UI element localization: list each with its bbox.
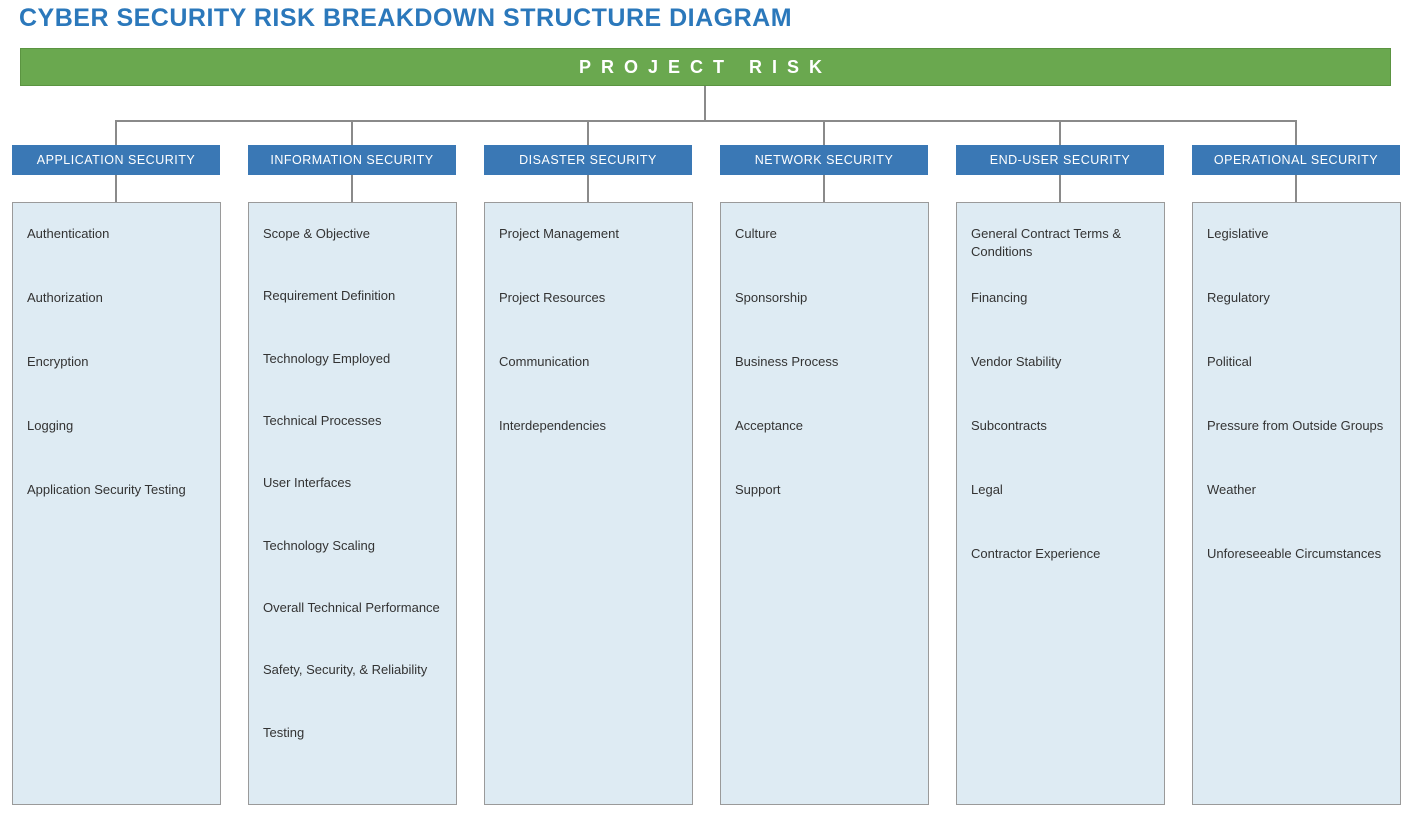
list-item: Technology Scaling — [263, 537, 442, 599]
category-header-information: INFORMATION SECURITY — [248, 145, 456, 175]
connector-cat-drop — [115, 120, 117, 145]
list-item: Business Process — [735, 353, 914, 417]
list-item: Authorization — [27, 289, 206, 353]
category-header-disaster: DISASTER SECURITY — [484, 145, 692, 175]
list-item: Project Resources — [499, 289, 678, 353]
list-item: Pressure from Outside Groups — [1207, 417, 1386, 481]
list-item: Regulatory — [1207, 289, 1386, 353]
connector-head-to-box — [1059, 175, 1061, 202]
connector-hbar — [115, 120, 1297, 122]
connector-root-drop — [704, 86, 706, 120]
list-item: Overall Technical Performance — [263, 599, 442, 661]
connector-head-to-box — [351, 175, 353, 202]
category-box-operational: LegislativeRegulatoryPoliticalPressure f… — [1192, 202, 1401, 805]
connector-cat-drop — [823, 120, 825, 145]
category-header-label: NETWORK SECURITY — [755, 153, 894, 167]
list-item: Testing — [263, 724, 442, 786]
list-item: Scope & Objective — [263, 225, 442, 287]
category-header-network: NETWORK SECURITY — [720, 145, 928, 175]
category-header-label: DISASTER SECURITY — [519, 153, 657, 167]
page-title: CYBER SECURITY RISK BREAKDOWN STRUCTURE … — [19, 4, 792, 33]
connector-cat-drop — [1059, 120, 1061, 145]
connector-head-to-box — [823, 175, 825, 202]
list-item: Requirement Definition — [263, 287, 442, 349]
list-item: Legal — [971, 481, 1150, 545]
connector-cat-drop — [587, 120, 589, 145]
list-item: User Interfaces — [263, 474, 442, 536]
category-header-application: APPLICATION SECURITY — [12, 145, 220, 175]
category-header-label: END-USER SECURITY — [990, 153, 1130, 167]
list-item: Technology Employed — [263, 350, 442, 412]
category-box-application: AuthenticationAuthorizationEncryptionLog… — [12, 202, 221, 805]
list-item: Project Management — [499, 225, 678, 289]
category-box-disaster: Project ManagementProject ResourcesCommu… — [484, 202, 693, 805]
list-item: Support — [735, 481, 914, 545]
category-box-network: CultureSponsorshipBusiness ProcessAccept… — [720, 202, 929, 805]
list-item: Financing — [971, 289, 1150, 353]
category-box-information: Scope & ObjectiveRequirement DefinitionT… — [248, 202, 457, 805]
list-item: Weather — [1207, 481, 1386, 545]
category-header-operational: OPERATIONAL SECURITY — [1192, 145, 1400, 175]
connector-head-to-box — [1295, 175, 1297, 202]
connector-cat-drop — [351, 120, 353, 145]
list-item: Safety, Security, & Reliability — [263, 661, 442, 723]
category-header-label: APPLICATION SECURITY — [37, 153, 195, 167]
list-item: General Contract Terms & Conditions — [971, 225, 1150, 289]
category-header-label: OPERATIONAL SECURITY — [1214, 153, 1378, 167]
list-item: Communication — [499, 353, 678, 417]
list-item: Contractor Experience — [971, 545, 1150, 609]
connector-cat-drop — [1295, 120, 1297, 145]
list-item: Interdependencies — [499, 417, 678, 481]
list-item: Authentication — [27, 225, 206, 289]
list-item: Logging — [27, 417, 206, 481]
list-item: Legislative — [1207, 225, 1386, 289]
list-item: Technical Processes — [263, 412, 442, 474]
category-header-enduser: END-USER SECURITY — [956, 145, 1164, 175]
list-item: Subcontracts — [971, 417, 1150, 481]
list-item: Vendor Stability — [971, 353, 1150, 417]
list-item: Culture — [735, 225, 914, 289]
connector-head-to-box — [587, 175, 589, 202]
category-box-enduser: General Contract Terms & ConditionsFinan… — [956, 202, 1165, 805]
connector-head-to-box — [115, 175, 117, 202]
list-item: Application Security Testing — [27, 481, 206, 545]
list-item: Political — [1207, 353, 1386, 417]
root-node: PROJECT RISK — [20, 48, 1391, 86]
category-header-label: INFORMATION SECURITY — [270, 153, 433, 167]
list-item: Sponsorship — [735, 289, 914, 353]
list-item: Acceptance — [735, 417, 914, 481]
list-item: Encryption — [27, 353, 206, 417]
list-item: Unforeseeable Circumstances — [1207, 545, 1386, 609]
